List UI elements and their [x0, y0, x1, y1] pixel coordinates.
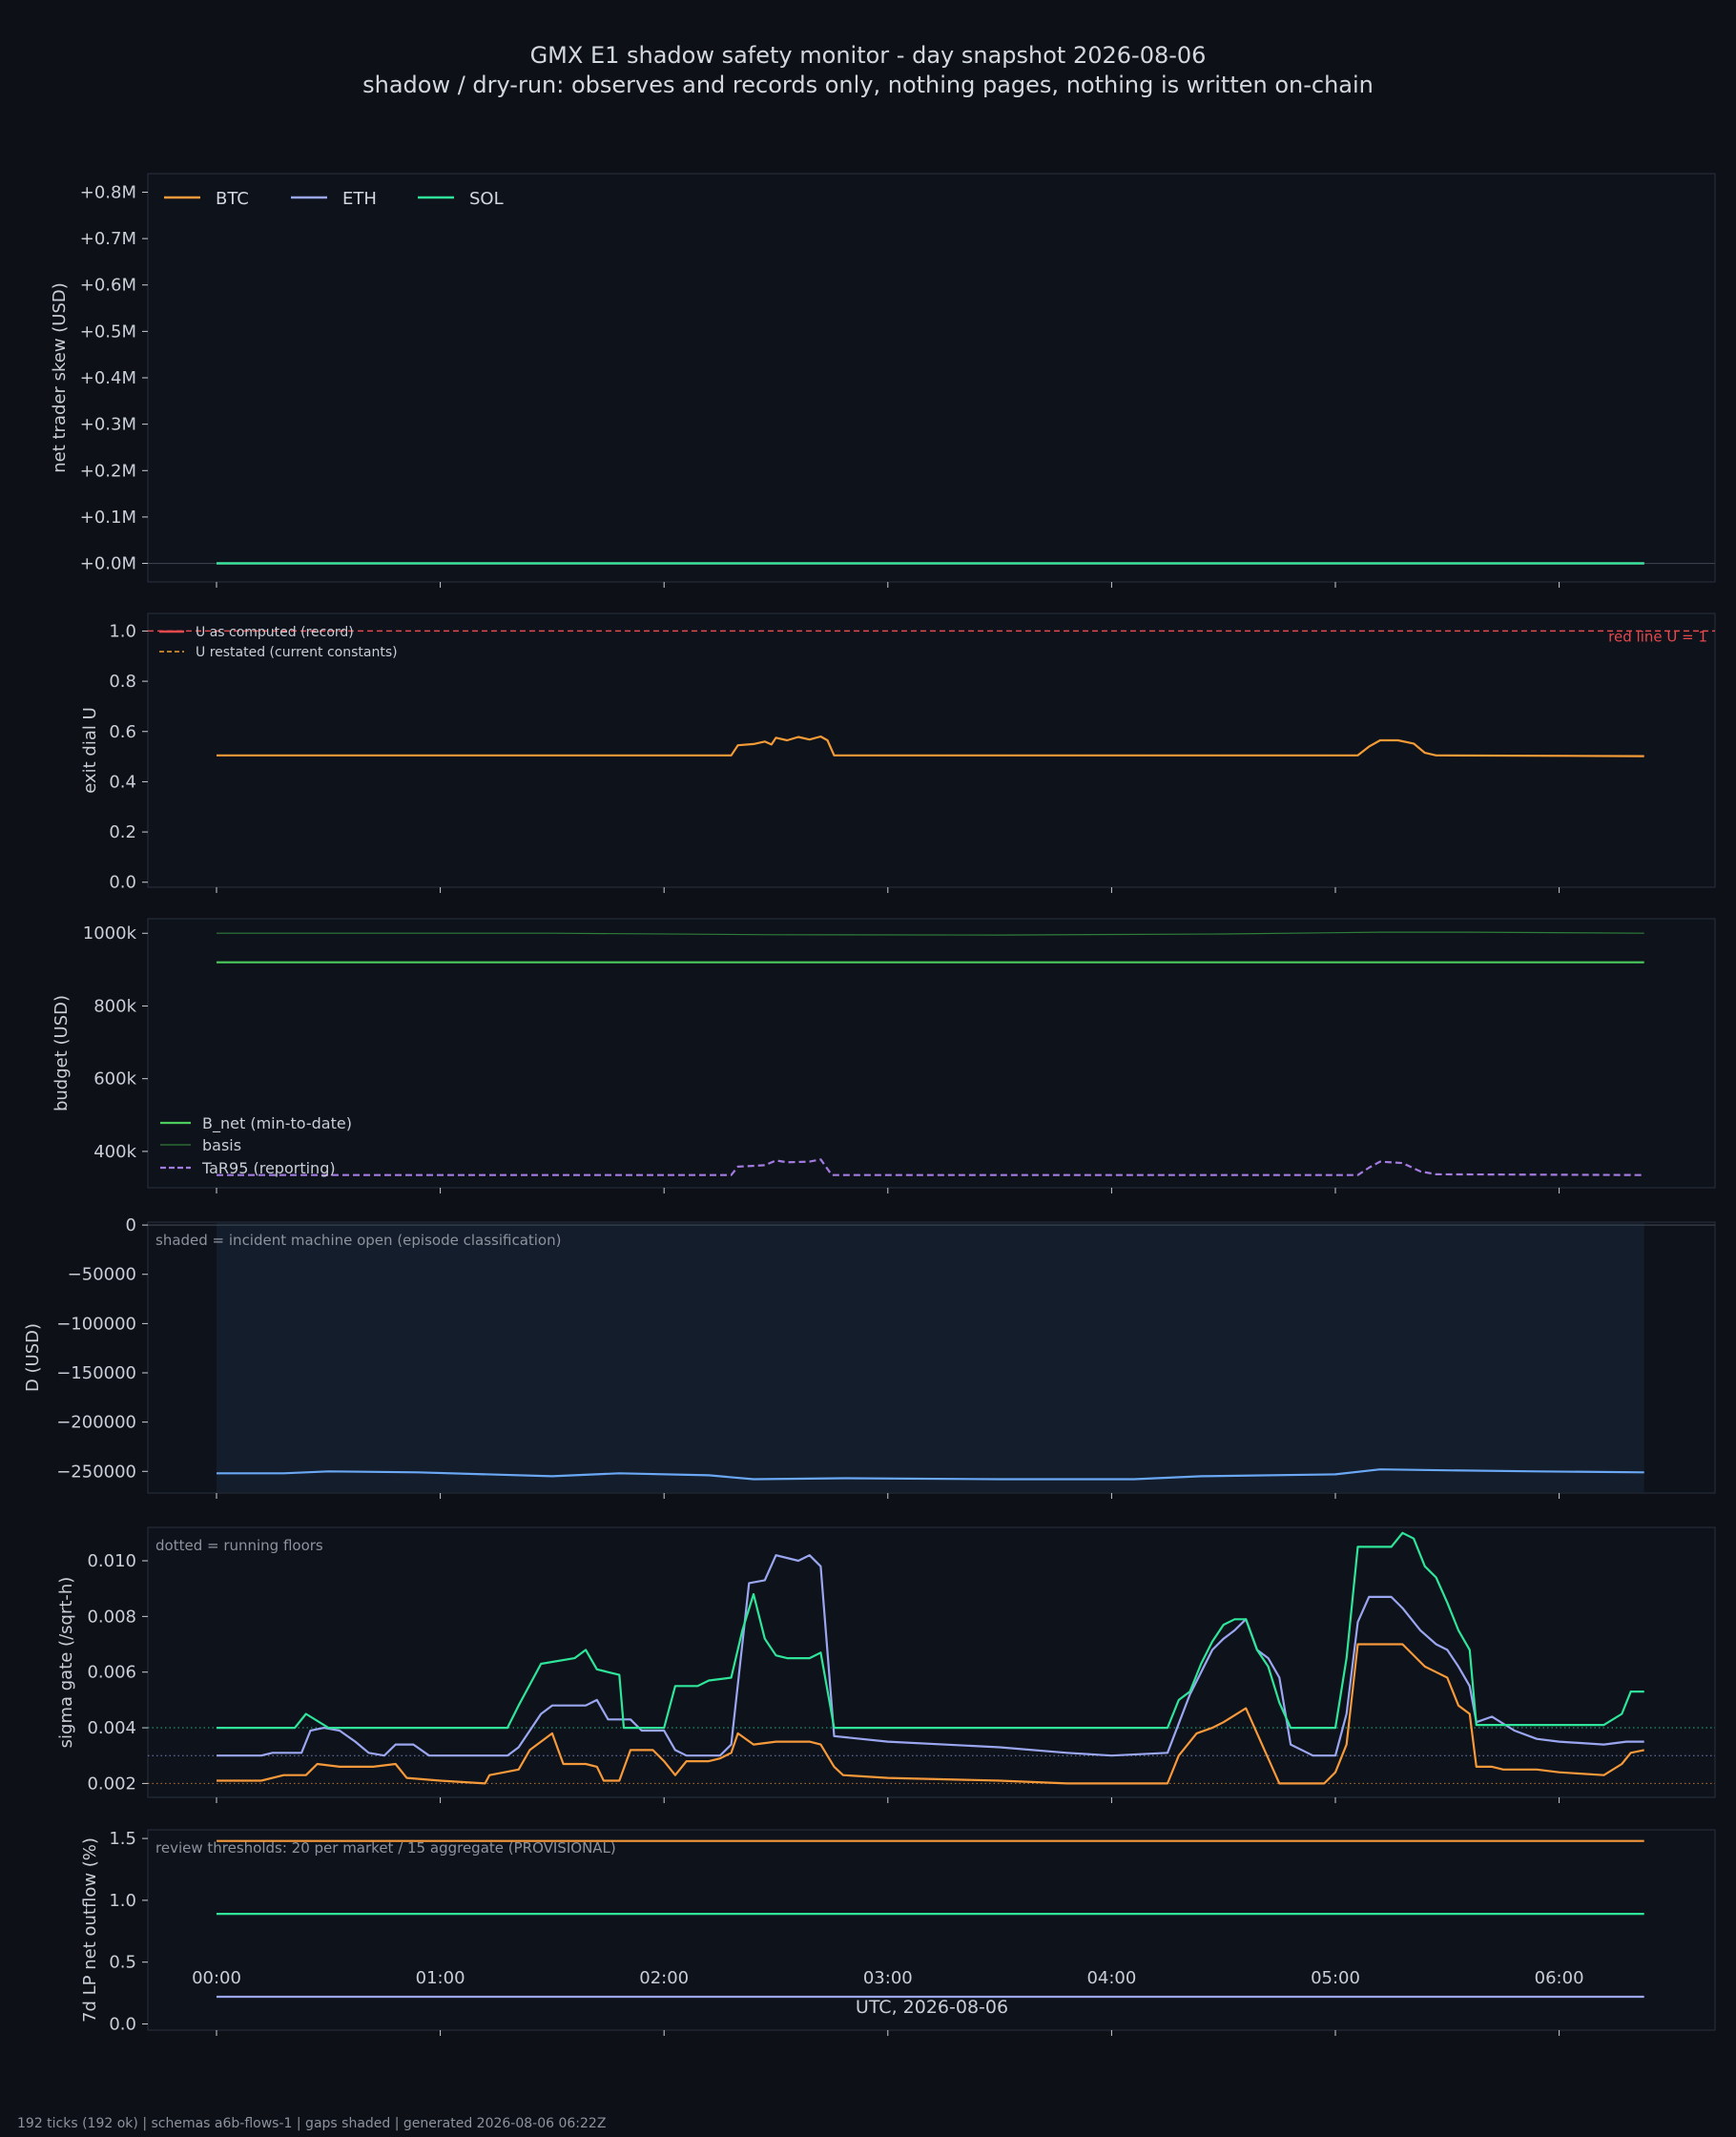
- legend-label: ETH: [342, 189, 377, 209]
- y-tick-label: 0.0: [109, 2015, 136, 2035]
- y-tick-label: +0.6M: [80, 276, 136, 296]
- y-tick-label: −150000: [56, 1363, 136, 1383]
- y-axis-label: D (USD): [23, 1323, 43, 1392]
- panel-frame: [147, 1526, 1716, 1798]
- series-line-btc: [217, 1643, 1644, 1785]
- panel-D: −250000 −200000 −150000 −100000 −50000 0 D (US…: [23, 1215, 1716, 1499]
- x-tick-label: 01:00: [416, 1968, 465, 1988]
- y-tick-label: 1.5: [109, 1829, 136, 1849]
- x-tick-label: 06:00: [1535, 1968, 1584, 1988]
- incident-shaded-region: [217, 1223, 1644, 1492]
- y-axis-label: exit dial U: [80, 707, 100, 794]
- panel-skew: +0.0M +0.1M +0.2M +0.3M +0.4M +0.5M +0.6M +0.7M…: [50, 173, 1716, 588]
- y-tick-label: 0.006: [87, 1663, 136, 1683]
- x-tick-label: 03:00: [863, 1968, 913, 1988]
- series-line-basis: [217, 931, 1644, 936]
- series-line-sol: [217, 1531, 1644, 1730]
- y-tick-label: +0.5M: [80, 322, 136, 342]
- panel-lp_outflow: 0.0 0.5 1.0 1.5 7d LP net outflow (%) review …: [80, 1829, 1716, 2036]
- panel-frame: [147, 173, 1716, 583]
- x-tick-label: 05:00: [1311, 1968, 1360, 1988]
- y-tick-label: +0.4M: [80, 368, 136, 388]
- y-tick-label: 0: [126, 1215, 136, 1235]
- y-tick-label: 0.010: [87, 1551, 136, 1571]
- legend-label: BTC: [216, 189, 249, 209]
- x-axis-label: UTC, 2026-08-06: [856, 1997, 1008, 2018]
- y-tick-label: 1.0: [109, 1891, 136, 1911]
- figure-title: GMX E1 shadow safety monitor - day snaps…: [530, 42, 1207, 69]
- panel-annotation: review thresholds: 20 per market / 15 ag…: [155, 1839, 616, 1857]
- legend-label: SOL: [469, 189, 504, 209]
- series-line-tar95-reporting: [217, 1158, 1644, 1176]
- figure-subtitle: shadow / dry-run: observes and records o…: [362, 72, 1374, 98]
- y-tick-label: 0.4: [109, 772, 136, 792]
- x-tick-label: 00:00: [192, 1968, 241, 1988]
- y-tick-label: −100000: [56, 1314, 136, 1334]
- panel-annotation: dotted = running floors: [155, 1537, 323, 1554]
- series-line-eth: [217, 1554, 1644, 1757]
- panel-frame: [147, 612, 1716, 888]
- y-tick-label: 0.004: [87, 1718, 136, 1738]
- y-tick-label: 0.002: [87, 1774, 136, 1794]
- panel-budget: 400k 600k 800k 1000k budget (USD) B_net (min-…: [52, 918, 1716, 1193]
- panel-exit_dial: 0.0 0.2 0.4 0.6 0.8 1.0 exit dial U red line U …: [80, 612, 1716, 893]
- y-axis-label: 7d LP net outflow (%): [80, 1837, 100, 2023]
- panel-sigma_gate: 0.002 0.004 0.006 0.008 0.010 sigma gate (/sq…: [56, 1526, 1716, 1803]
- y-tick-label: −250000: [56, 1462, 136, 1482]
- x-tick-label: 04:00: [1086, 1968, 1136, 1988]
- legend-label: basis: [202, 1136, 241, 1154]
- y-tick-label: 400k: [93, 1142, 136, 1162]
- y-tick-label: 600k: [93, 1069, 136, 1089]
- y-tick-label: +0.1M: [80, 508, 136, 528]
- series-line-d: [217, 1468, 1644, 1481]
- footer-text: 192 ticks (192 ok) | schemas a6b-flows-1…: [17, 2116, 606, 2131]
- y-axis-label: sigma gate (/sqrt-h): [56, 1577, 76, 1749]
- y-tick-label: 0.8: [109, 672, 136, 692]
- y-tick-label: 1.0: [109, 621, 136, 641]
- series-line-u-restated: [217, 736, 1644, 757]
- panels: +0.0M +0.1M +0.2M +0.3M +0.4M +0.5M +0.6M +0.7M…: [23, 173, 1716, 2036]
- legend-label: TaR95 (reporting): [201, 1159, 336, 1177]
- y-tick-label: 800k: [93, 996, 136, 1016]
- panel-annotation: shaded = incident machine open (episode …: [155, 1232, 561, 1249]
- y-tick-label: 1000k: [83, 923, 137, 944]
- y-tick-label: −50000: [68, 1265, 136, 1285]
- legend-label: U restated (current constants): [196, 645, 398, 660]
- y-tick-label: −200000: [56, 1413, 136, 1433]
- y-tick-label: 0.6: [109, 722, 136, 742]
- y-axis-label: net trader skew (USD): [50, 282, 70, 473]
- y-axis-label: budget (USD): [52, 995, 72, 1111]
- y-tick-label: 0.0: [109, 873, 136, 893]
- y-tick-label: +0.7M: [80, 229, 136, 249]
- panel-frame: [147, 918, 1716, 1189]
- y-tick-label: 0.2: [109, 822, 136, 842]
- red-line-label: red line U = 1: [1608, 628, 1707, 645]
- x-tick-label: 02:00: [639, 1968, 689, 1988]
- y-tick-label: 0.008: [87, 1607, 136, 1627]
- y-tick-label: 0.5: [109, 1953, 136, 1973]
- y-tick-label: +0.0M: [80, 554, 136, 574]
- legend-label: U as computed (record): [196, 625, 354, 640]
- y-tick-label: +0.3M: [80, 415, 136, 435]
- y-tick-label: +0.8M: [80, 182, 136, 202]
- y-tick-label: +0.2M: [80, 461, 136, 481]
- legend-label: B_net (min-to-date): [202, 1114, 352, 1133]
